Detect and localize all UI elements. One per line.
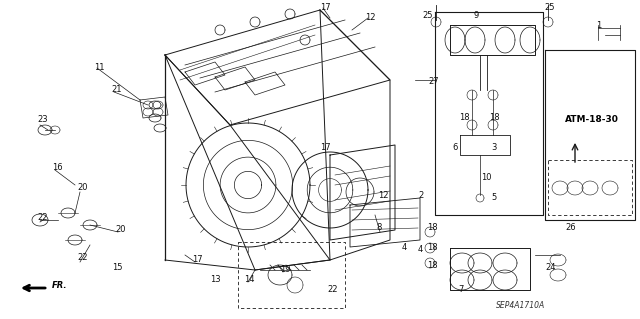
Text: 8: 8 — [376, 224, 381, 233]
Text: 24: 24 — [545, 263, 556, 272]
Text: 25: 25 — [422, 11, 433, 20]
Text: 22: 22 — [37, 213, 47, 222]
Text: 2: 2 — [418, 191, 423, 201]
Text: 18: 18 — [489, 114, 500, 122]
Text: 22: 22 — [327, 286, 337, 294]
Text: 6: 6 — [452, 144, 458, 152]
Text: 10: 10 — [481, 174, 492, 182]
Text: 17: 17 — [192, 256, 203, 264]
Text: 4: 4 — [402, 243, 407, 253]
Text: 7: 7 — [458, 286, 463, 294]
Text: 21: 21 — [111, 85, 122, 94]
Text: 12: 12 — [378, 191, 388, 201]
Text: ATM-18-30: ATM-18-30 — [565, 115, 619, 124]
Text: 23: 23 — [37, 115, 47, 124]
Text: 18: 18 — [427, 243, 438, 253]
Text: 26: 26 — [565, 224, 575, 233]
Text: 17: 17 — [320, 4, 331, 12]
Text: 18: 18 — [427, 224, 438, 233]
Text: 13: 13 — [210, 276, 221, 285]
Text: 20: 20 — [77, 183, 88, 192]
Text: 11: 11 — [94, 63, 104, 72]
Text: 9: 9 — [474, 11, 479, 20]
Text: 27: 27 — [428, 78, 438, 86]
Text: 17: 17 — [320, 144, 331, 152]
Text: 12: 12 — [365, 13, 376, 23]
Text: 14: 14 — [244, 276, 255, 285]
Text: 5: 5 — [491, 194, 496, 203]
Text: 15: 15 — [112, 263, 122, 272]
Text: 19: 19 — [280, 265, 291, 275]
Text: 1: 1 — [596, 21, 601, 31]
Text: 22: 22 — [77, 254, 88, 263]
Text: 18: 18 — [427, 261, 438, 270]
Text: 18: 18 — [459, 114, 470, 122]
Text: 3: 3 — [491, 144, 497, 152]
Text: 20: 20 — [115, 226, 125, 234]
Text: 4: 4 — [418, 246, 423, 255]
Text: FR.: FR. — [52, 281, 67, 291]
Text: 16: 16 — [52, 164, 63, 173]
Text: SEP4A1710A: SEP4A1710A — [496, 300, 545, 309]
Text: 25: 25 — [544, 4, 554, 12]
